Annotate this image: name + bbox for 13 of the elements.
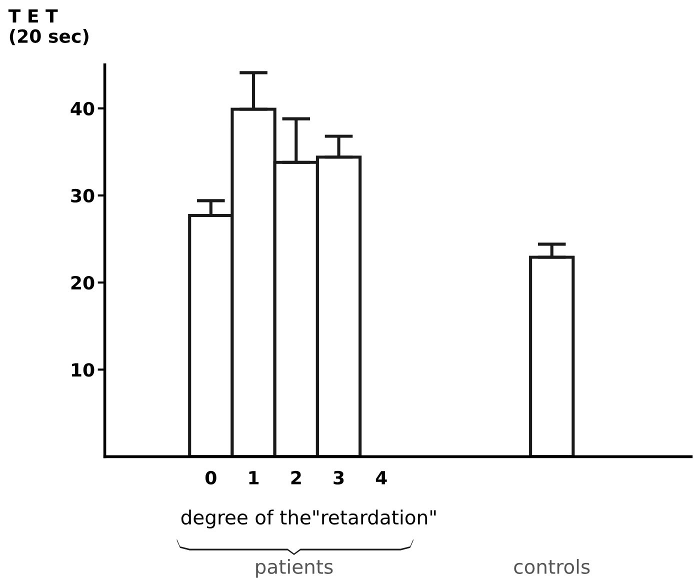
x-tick-label: 2 xyxy=(291,470,301,484)
x-tick-label: 1 xyxy=(249,471,259,484)
text: patients xyxy=(256,558,333,578)
x-tick-label: 4 xyxy=(376,471,387,484)
y-tick-label: 40 xyxy=(70,102,94,116)
y-tick-label: 20 xyxy=(71,276,94,290)
text: controls xyxy=(514,558,590,574)
y-tick-label: 10 xyxy=(72,363,94,377)
x-axis-title: degree of the"retardation" xyxy=(181,510,436,528)
x-tick-label: 3 xyxy=(334,470,344,485)
y-axis-title: T E T (20 sec) xyxy=(8,9,88,46)
x-tick-label: 0 xyxy=(205,470,216,485)
y-tick-label: 30 xyxy=(71,188,94,203)
